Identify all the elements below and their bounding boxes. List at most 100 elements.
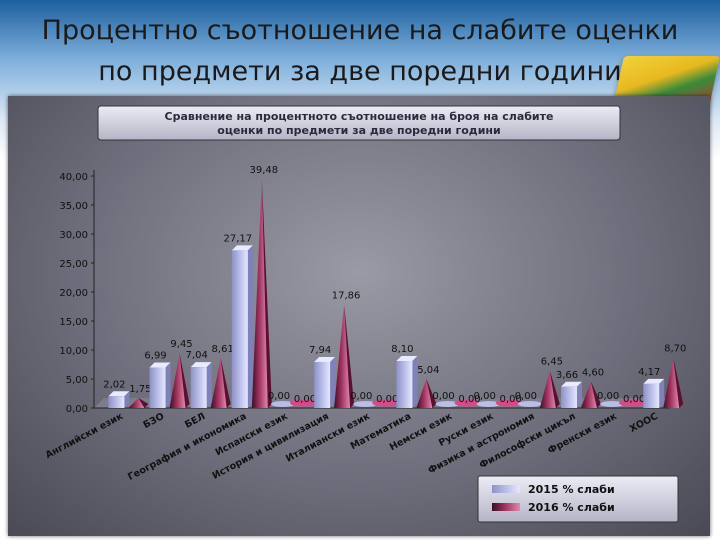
data-label-2016: 0,00	[623, 394, 645, 405]
bar-2015-top	[149, 362, 171, 368]
data-label-2016: 39,48	[250, 165, 279, 176]
bar-2016-side	[590, 381, 601, 408]
bar-2015	[396, 361, 413, 408]
bar-2015-side	[247, 245, 253, 408]
bar-2016-side	[179, 353, 190, 408]
data-label-2015: 0,00	[268, 391, 290, 402]
bar-2015-top	[190, 362, 212, 368]
bar-2016-side	[549, 370, 560, 408]
y-tick-label: 5,00	[66, 375, 88, 386]
y-tick-label: 15,00	[59, 317, 88, 328]
bar-2016-side	[344, 304, 355, 408]
x-category-label: Френски език	[546, 411, 619, 457]
chart-panel: Сравнение на процентното съотношение на …	[8, 96, 710, 536]
bar-2015-top	[231, 245, 253, 251]
data-label-2015: 0,00	[515, 391, 537, 402]
data-label-2016: 5,04	[417, 365, 439, 376]
y-tick-label: 40,00	[59, 172, 88, 183]
bar-2015	[435, 401, 460, 407]
bar-2016	[251, 179, 268, 408]
slide-title-line-1: Процентно съотношение на слабите оценки	[41, 15, 679, 46]
legend-swatch-2016	[492, 503, 520, 511]
bar-2016	[210, 358, 227, 408]
chart-title-line-2: оценки по предмети за две поредни години	[217, 124, 500, 137]
bar-2016	[169, 353, 186, 408]
bar-2015	[270, 401, 295, 407]
data-label-2016: 4,60	[582, 367, 604, 378]
chart-canvas: Сравнение на процентното съотношение на …	[44, 105, 686, 523]
bar-2016	[663, 357, 680, 408]
bar-2016	[619, 399, 646, 407]
data-label-2016: 1,75	[129, 384, 151, 395]
data-label-2016: 0,00	[500, 394, 522, 405]
data-label-2015: 8,10	[391, 344, 413, 355]
bar-2015-side	[576, 381, 582, 408]
bar-2015-top	[396, 356, 418, 362]
data-label-2015: 0,00	[474, 391, 496, 402]
bar-2015	[600, 401, 625, 407]
data-label-2015: 27,17	[224, 233, 253, 244]
bar-2016-side	[138, 397, 149, 408]
legend-box	[477, 475, 679, 523]
bar-2015	[108, 396, 125, 408]
bar-2016	[539, 370, 556, 408]
x-category-label: ХООС	[628, 411, 660, 435]
bar-2015	[517, 401, 542, 407]
bar-2016	[128, 397, 145, 408]
data-label-2016: 0,00	[294, 394, 316, 405]
bar-2016	[372, 399, 399, 407]
legend-label-2015: 2015 % слаби	[528, 483, 615, 496]
data-label-2015: 7,94	[309, 345, 331, 356]
bar-2015-top	[314, 356, 336, 362]
x-category-label: БЗО	[142, 411, 167, 431]
bar-2015-side	[412, 356, 418, 408]
data-label-2015: 0,00	[350, 391, 372, 402]
bar-2015-top	[560, 381, 582, 387]
data-label-2016: 0,00	[458, 394, 480, 405]
legend-label-2016: 2016 % слаби	[528, 501, 615, 514]
slide-title: Процентно съотношение на слабите оценки …	[0, 10, 720, 92]
bar-2015	[149, 367, 166, 408]
bar-2016	[495, 399, 522, 407]
x-category-label: БЕЛ	[183, 411, 207, 431]
bar-2015	[231, 250, 248, 408]
bar-2015-side	[124, 391, 130, 408]
bar-2015-top	[643, 378, 665, 384]
data-label-2016: 6,45	[541, 357, 563, 368]
bar-2015-side	[659, 378, 665, 408]
data-label-2016: 9,45	[170, 339, 192, 350]
data-label-2015: 0,00	[432, 391, 454, 402]
bar-2015-side	[330, 356, 336, 408]
bar-2016-side	[261, 179, 272, 408]
bar-2016	[416, 378, 433, 408]
data-label-2016: 8,70	[664, 344, 686, 355]
bar-2016	[454, 399, 481, 407]
data-label-2015: 6,99	[144, 350, 166, 361]
bar-2016	[289, 399, 316, 407]
data-label-2016: 8,61	[212, 344, 234, 355]
bar-2015-side	[206, 362, 212, 408]
y-tick-label: 25,00	[59, 259, 88, 270]
y-tick-label: 0,00	[66, 404, 88, 415]
data-label-2015: 2,02	[103, 379, 125, 390]
legend-swatch-2015	[492, 485, 520, 493]
data-label-2015: 3,66	[556, 370, 578, 381]
data-label-2015: 7,04	[186, 350, 208, 361]
bar-2015	[643, 383, 660, 408]
bar-2016-side	[426, 378, 437, 408]
bar-2015-top	[108, 391, 130, 397]
slide-title-line-2: по предмети за две поредни години	[98, 56, 622, 87]
data-label-2016: 17,86	[332, 290, 361, 301]
bar-2015	[476, 401, 501, 407]
bar-2015	[353, 401, 378, 407]
chart-title-line-1: Сравнение на процентното съотношение на …	[165, 110, 554, 123]
y-tick-label: 20,00	[59, 288, 88, 299]
chart-title-banner	[97, 105, 621, 141]
y-tick-label: 10,00	[59, 346, 88, 357]
bar-2016	[334, 304, 351, 408]
data-label-2015: 4,17	[638, 367, 660, 378]
bar-2015	[314, 361, 331, 408]
data-label-2015: 0,00	[597, 391, 619, 402]
y-tick-label: 35,00	[59, 201, 88, 212]
bar-2015	[190, 367, 207, 408]
